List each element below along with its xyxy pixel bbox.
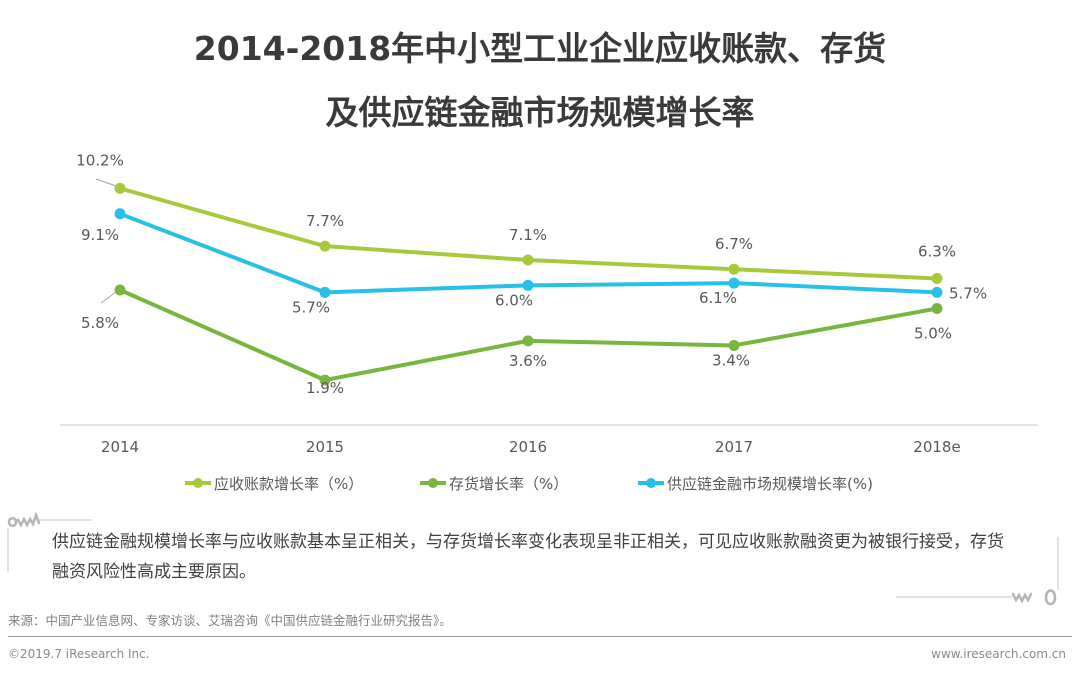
website-link[interactable]: www.iresearch.com.cn xyxy=(931,647,1066,661)
data-point xyxy=(522,279,534,291)
legend-item-0[interactable]: 应收账款增长率（%） xyxy=(185,475,363,493)
data-label: 6.0% xyxy=(495,291,533,309)
data-label: 3.4% xyxy=(712,351,750,369)
data-label: 5.7% xyxy=(949,284,987,302)
x-tick-labels: 2014 2015 2016 2017 2018e xyxy=(101,438,961,456)
chart-title-line-2: 及供应链金融市场规模增长率 xyxy=(325,93,755,132)
legend-label: 供应链金融市场规模增长率(%) xyxy=(667,475,873,493)
legend-item-2[interactable]: 供应链金融市场规模增长率(%) xyxy=(638,475,873,493)
copyright-text: ©2019.7 iResearch Inc. xyxy=(8,647,150,661)
data-point xyxy=(319,286,331,298)
data-label: 6.3% xyxy=(918,242,956,260)
legend-label: 存货增长率（%） xyxy=(449,475,568,493)
data-label: 9.1% xyxy=(81,226,119,244)
data-point xyxy=(931,303,943,314)
data-point xyxy=(931,286,943,298)
x-tick-label: 2015 xyxy=(306,438,344,456)
footer-divider xyxy=(8,636,1072,637)
data-point xyxy=(931,272,943,284)
data-labels: 10.2% 7.7% 7.1% 6.7% 6.3% 5.8% 1.9% 3.6% 3.4% 5.0… xyxy=(76,151,987,397)
leader-lines xyxy=(95,178,117,304)
data-label: 5.8% xyxy=(81,314,119,332)
data-label: 1.9% xyxy=(306,379,344,397)
legend-dot-marker-icon xyxy=(193,478,203,488)
x-tick-label: 2018e xyxy=(913,438,960,456)
data-point xyxy=(522,254,534,266)
data-point xyxy=(728,263,740,275)
x-tick-label: 2016 xyxy=(509,438,547,456)
data-point xyxy=(319,374,331,386)
line-chart: 10.2% 7.7% 7.1% 6.7% 6.3% 5.8% 1.9% 3.6% 3.4% 5.0… xyxy=(60,151,1038,493)
leader-line xyxy=(100,291,117,304)
data-label: 5.7% xyxy=(292,298,330,316)
data-point xyxy=(522,335,534,347)
data-point xyxy=(114,208,126,220)
series-layer xyxy=(114,182,943,386)
data-point xyxy=(114,284,126,296)
legend: 应收账款增长率（%） 存货增长率（%） 供应链金融市场规模增长率(%) xyxy=(185,475,873,493)
legend-dot-marker-icon xyxy=(428,478,438,488)
data-label: 6.1% xyxy=(699,289,737,307)
legend-dot-marker-icon xyxy=(646,478,656,488)
x-tick-label: 2017 xyxy=(715,438,753,456)
data-label: 6.7% xyxy=(715,235,753,253)
data-point xyxy=(728,277,740,289)
chart-title-line-1: 2014-2018年中小型工业企业应收账款、存货 xyxy=(193,29,887,68)
data-point xyxy=(319,240,331,252)
legend-item-1[interactable]: 存货增长率（%） xyxy=(420,475,568,493)
data-label: 10.2% xyxy=(76,151,124,169)
squiggle-left-icon xyxy=(7,511,41,528)
data-label: 5.0% xyxy=(914,325,952,343)
data-label: 3.6% xyxy=(509,352,547,370)
squiggle-right-icon xyxy=(1011,589,1057,606)
data-label: 7.7% xyxy=(306,212,344,230)
source-text: 来源：中国产业信息网、专家访谈、艾瑞咨询《中国供应链金融行业研究报告》。 xyxy=(8,613,452,628)
x-tick-label: 2014 xyxy=(101,438,139,456)
legend-label: 应收账款增长率（%） xyxy=(214,475,363,493)
data-point xyxy=(114,182,126,194)
data-point xyxy=(728,339,740,351)
data-label: 7.1% xyxy=(509,226,547,244)
leader-line xyxy=(95,178,117,187)
analysis-note: 供应链金融规模增长率与应收账款基本呈正相关，与存货增长率变化表现呈非正相关，可见… xyxy=(52,532,1004,582)
